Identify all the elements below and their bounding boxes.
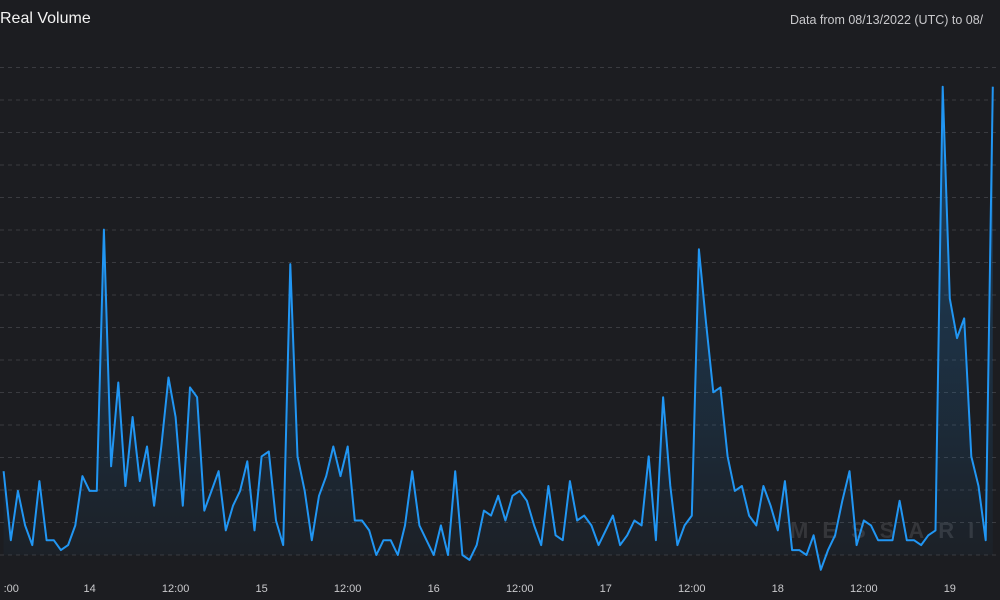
x-tick-label: 14 [83,583,95,595]
chart-title: Real Volume [0,10,91,27]
x-axis-ticks: :00 14 12:00 15 12:00 16 12:00 17 12:00 18 12:00 19 [4,583,956,595]
x-tick-label: 12:00 [334,583,362,595]
x-tick-label: :00 [4,583,19,595]
x-tick-label: 17 [600,583,612,595]
series-area [3,86,993,570]
x-tick-label: 15 [256,583,268,595]
series-line [2,85,994,571]
x-tick-label: 16 [428,583,440,595]
x-tick-label: 12:00 [678,583,706,595]
x-tick-label: 12:00 [506,583,534,595]
x-tick-label: 19 [944,583,956,595]
chart-date-range: Data from 08/13/2022 (UTC) to 08/ [790,13,984,27]
x-tick-label: 12:00 [850,583,878,595]
x-tick-label: 12:00 [162,583,190,595]
x-tick-label: 18 [772,583,784,595]
